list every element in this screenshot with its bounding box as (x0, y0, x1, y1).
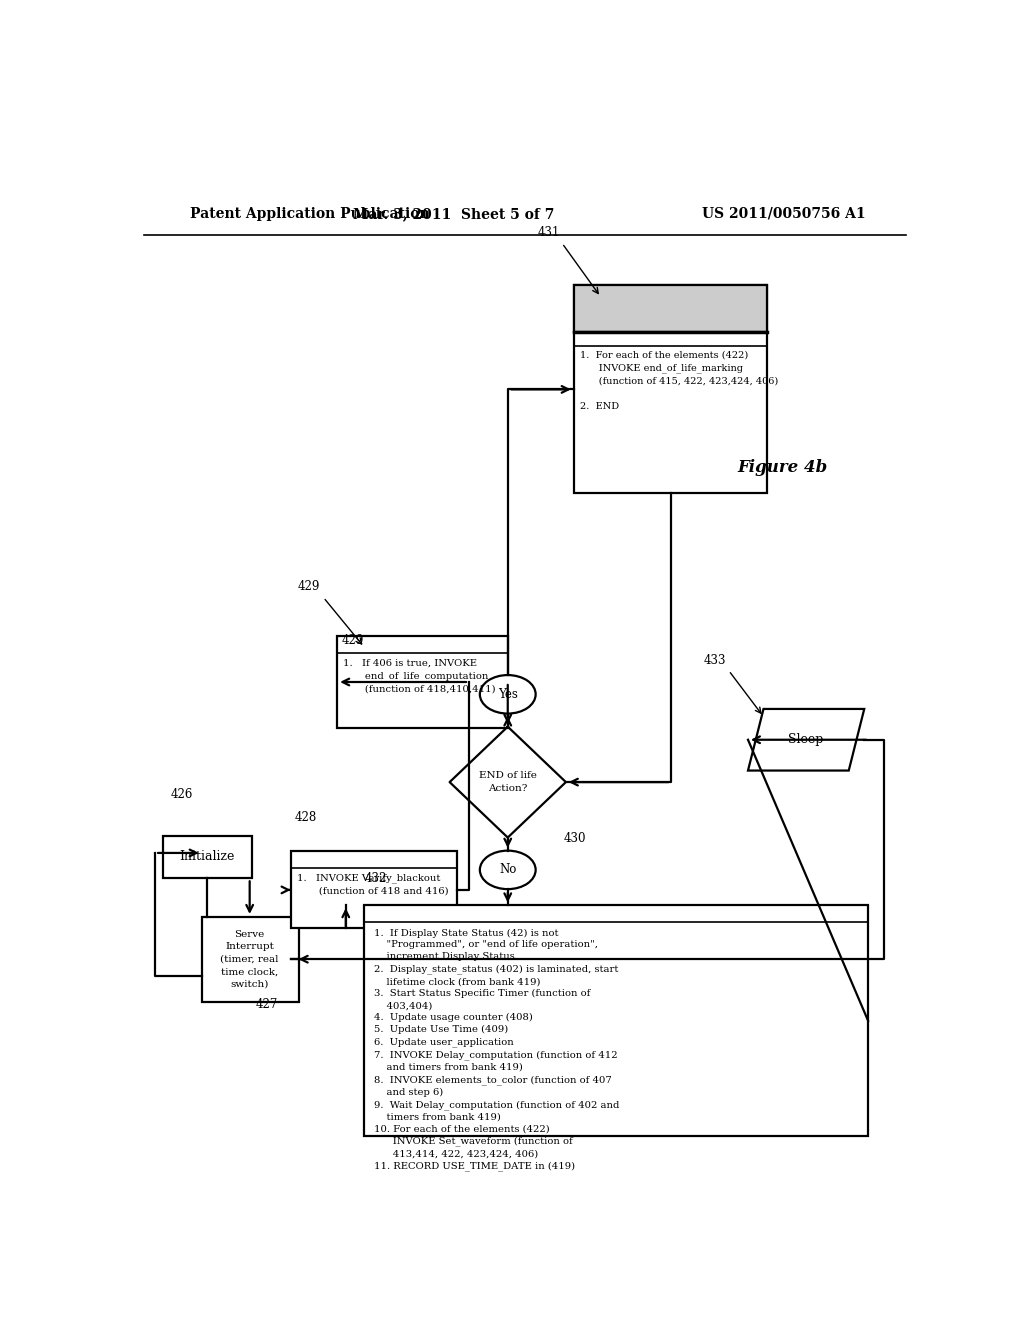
Text: 1.   If 406 is true, INVOKE
       end_of_life_computation
       (function of 4: 1. If 406 is true, INVOKE end_of_life_co… (343, 659, 496, 693)
Text: 433: 433 (703, 653, 726, 667)
Bar (163, 836, 252, 878)
Text: 1.  For each of the elements (422)
      INVOKE end_of_life_marking
      (funct: 1. For each of the elements (422) INVOKE… (580, 351, 778, 411)
Text: 431: 431 (538, 226, 560, 239)
Bar (365, 906, 868, 1137)
Text: 1.   INVOKE Verify_blackout
       (function of 418 and 416): 1. INVOKE Verify_blackout (function of 4… (297, 873, 449, 895)
Text: Initialize: Initialize (179, 850, 234, 863)
Text: 427: 427 (256, 998, 279, 1011)
Text: 426: 426 (171, 788, 193, 801)
Text: Yes: Yes (498, 688, 518, 701)
Text: END of life
Action?: END of life Action? (479, 771, 537, 793)
Text: 428: 428 (295, 810, 316, 824)
Bar (291, 851, 458, 928)
Ellipse shape (480, 850, 536, 890)
Text: Patent Application Publication: Patent Application Publication (190, 207, 430, 220)
Text: Sleep: Sleep (788, 733, 824, 746)
Text: 429: 429 (298, 581, 321, 594)
Text: 432: 432 (365, 873, 387, 886)
Ellipse shape (480, 675, 536, 714)
Text: US 2011/0050756 A1: US 2011/0050756 A1 (701, 207, 865, 220)
Polygon shape (748, 709, 864, 771)
Text: 429: 429 (341, 634, 364, 647)
Bar (573, 285, 767, 331)
Text: 430: 430 (563, 832, 586, 845)
Text: 1.  If Display State Status (42) is not
    "Programmed", or "end of life operat: 1. If Display State Status (42) is not "… (374, 928, 620, 1171)
Text: No: No (499, 863, 516, 876)
Bar (202, 917, 299, 1002)
Text: Serve
Interrupt
(timer, real
time clock,
switch): Serve Interrupt (timer, real time clock,… (220, 929, 279, 989)
Text: Mar. 3, 2011  Sheet 5 of 7: Mar. 3, 2011 Sheet 5 of 7 (353, 207, 554, 220)
Text: Figure 4b: Figure 4b (737, 459, 828, 475)
Bar (573, 285, 767, 494)
Bar (337, 636, 508, 729)
